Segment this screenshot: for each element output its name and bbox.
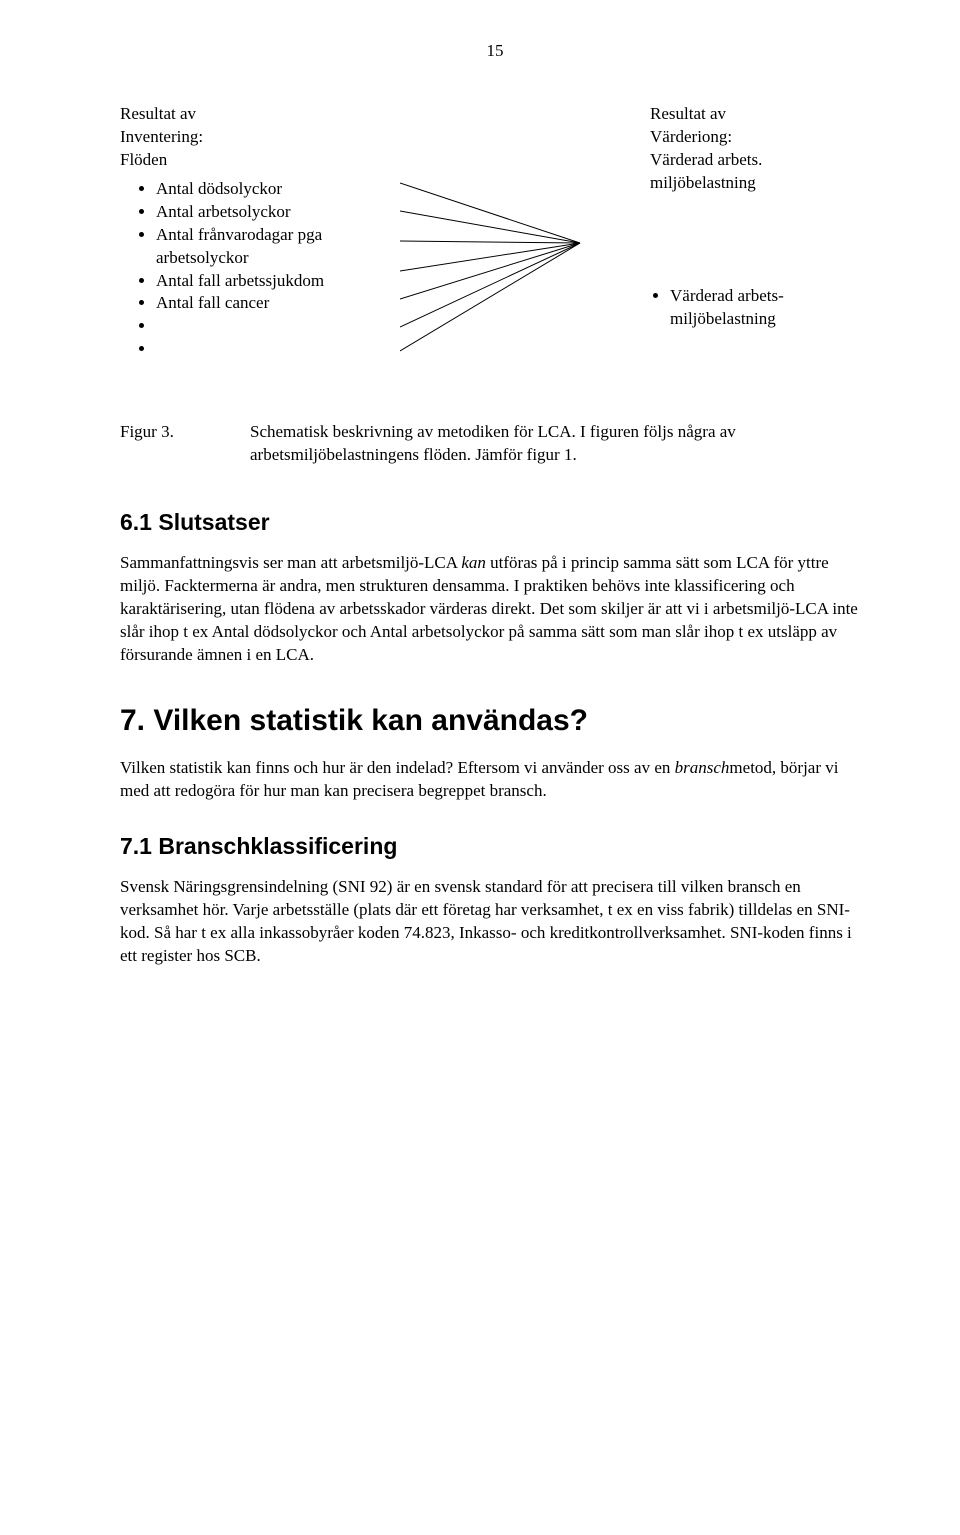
left-bullets: Antal dödsolyckor Antal arbetsolyckor An…: [120, 178, 360, 362]
figure-caption-text: Schematisk beskrivning av metodiken för …: [250, 421, 870, 467]
heading-6-1: 6.1 Slutsatser: [120, 507, 870, 538]
text-italic: bransch: [675, 758, 730, 777]
left-title-l3: Flöden: [120, 150, 167, 169]
text-span: Vilken statistik kan finns och hur är de…: [120, 758, 675, 777]
list-item: Antal fall cancer: [156, 292, 360, 315]
right-title-l2: Värderiong:: [650, 127, 732, 146]
figure-caption: Figur 3. Schematisk beskrivning av metod…: [120, 421, 870, 467]
figure-label: Figur 3.: [120, 421, 210, 467]
list-item: Antal frånvarodagar pga arbetsolyckor: [156, 224, 360, 270]
list-item-empty: [156, 338, 360, 361]
right-title: Resultat av Värderiong: Värderad arbets.…: [650, 103, 870, 195]
para-7-1: Svensk Näringsgrensindelning (SNI 92) är…: [120, 876, 870, 968]
text-italic: kan: [461, 553, 486, 572]
diagram-right-column: Resultat av Värderiong: Värderad arbets.…: [650, 103, 870, 361]
list-item: Antal arbetsolyckor: [156, 201, 360, 224]
heading-7: 7. Vilken statistik kan användas?: [120, 701, 870, 742]
page-number: 15: [120, 40, 870, 63]
right-bullet-block: Värderad arbets-miljöbelastning: [650, 285, 870, 331]
right-title-l3: Värderad arbets.: [650, 150, 762, 169]
fan-lines-icon: [400, 103, 640, 383]
right-title-l4: miljöbelastning: [650, 173, 756, 192]
diagram-left-column: Resultat av Inventering: Flöden Antal dö…: [120, 103, 360, 361]
page: 15 Resultat av Inventering: Flöden Antal…: [0, 0, 960, 1535]
left-title: Resultat av Inventering: Flöden: [120, 103, 360, 172]
diagram-row: Resultat av Inventering: Flöden Antal dö…: [120, 103, 870, 361]
para-7: Vilken statistik kan finns och hur är de…: [120, 757, 870, 803]
heading-7-1: 7.1 Branschklassificering: [120, 831, 870, 862]
list-item: Värderad arbets-miljöbelastning: [670, 285, 870, 331]
list-item: Antal dödsolyckor: [156, 178, 360, 201]
text-span: Sammanfattningsvis ser man att arbetsmil…: [120, 553, 461, 572]
list-item-empty: [156, 315, 360, 338]
para-6-1: Sammanfattningsvis ser man att arbetsmil…: [120, 552, 870, 667]
right-title-l1: Resultat av: [650, 104, 726, 123]
left-title-l2: Inventering:: [120, 127, 203, 146]
diagram-fan-container: [400, 103, 610, 361]
list-item: Antal fall arbetssjukdom: [156, 270, 360, 293]
left-title-l1: Resultat av: [120, 104, 196, 123]
